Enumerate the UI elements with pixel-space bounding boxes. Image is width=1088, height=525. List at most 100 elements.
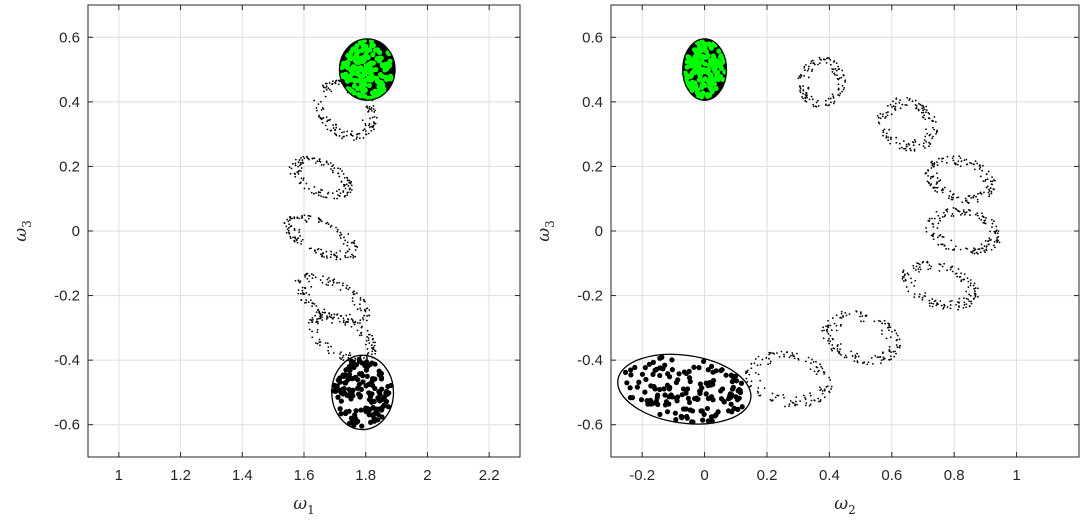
data-point [921,107,923,110]
data-point [748,373,751,376]
data-point [768,357,770,360]
data-point [981,169,984,172]
data-point [757,355,760,358]
data-point [888,128,891,131]
data-point [795,400,797,403]
data-point [335,251,338,254]
y-tick-label: -0.4 [577,352,603,369]
data-point [809,62,812,65]
data-point [823,389,826,392]
data-point [294,162,297,165]
data-point [339,352,341,355]
data-point [842,88,845,91]
data-point [960,279,963,282]
data-point [699,39,705,45]
data-point [806,94,808,97]
data-point [844,79,847,82]
data-point [288,166,291,169]
data-point [937,243,940,246]
data-point [708,382,714,388]
data-point [699,58,705,65]
data-point [357,394,363,400]
data-point [974,213,977,216]
data-point [941,160,943,163]
data-point [332,127,335,129]
data-point [324,124,327,127]
data-point [973,168,976,171]
data-point [977,192,979,195]
data-point [942,236,945,238]
data-point [738,380,745,386]
data-point [370,106,373,109]
data-point [340,358,343,361]
data-point [367,351,370,354]
data-point [709,44,715,50]
data-point [928,145,930,148]
data-point [373,111,376,113]
data-point [657,386,663,393]
data-point [383,74,389,80]
data-point [364,130,367,132]
data-point [848,313,851,315]
data-point [372,385,378,392]
data-point [935,210,938,213]
data-point [307,214,310,217]
data-point [652,367,658,373]
data-point [967,286,970,289]
data-point [700,358,707,365]
data-point [365,356,368,359]
data-point [639,371,646,377]
data-point [816,370,819,373]
data-point [316,318,318,320]
data-point [366,353,369,356]
data-point [371,398,377,405]
data-point [928,299,931,302]
data-point [343,319,345,322]
data-point [318,158,321,161]
data-point [937,214,940,217]
data-point [339,289,342,291]
data-point [347,318,350,321]
data-point [901,275,904,278]
data-point [642,389,648,395]
data-point [821,390,824,392]
data-point [831,344,834,346]
data-point [952,207,955,209]
data-point [918,295,921,298]
data-point [370,60,376,66]
data-point [823,329,825,332]
data-point [325,85,328,88]
data-point [321,314,324,316]
data-point [706,79,712,85]
data-point [369,412,375,418]
data-point [330,345,332,348]
data-point [289,172,292,175]
data-point [357,64,364,71]
data-point [313,303,316,305]
data-point [307,321,310,324]
data-point [705,69,711,75]
data-point [681,369,687,375]
y-tick-label: -0.2 [577,288,603,305]
data-point [942,211,945,214]
data-point [835,324,838,327]
data-point [807,76,810,79]
data-point [829,379,832,381]
data-point [914,99,917,102]
data-point [940,243,943,246]
data-point [965,247,967,250]
data-point [860,320,862,323]
data-point [771,399,774,402]
data-point [289,235,292,238]
data-point [830,348,833,350]
data-point [835,329,838,332]
data-point [951,213,954,215]
data-point [311,336,314,339]
data-point [754,371,757,374]
data-point [973,292,976,295]
data-point [368,342,371,344]
data-point [333,167,336,169]
x-tick-label: 1.8 [355,467,376,484]
data-point [356,292,358,295]
data-point [995,229,998,232]
